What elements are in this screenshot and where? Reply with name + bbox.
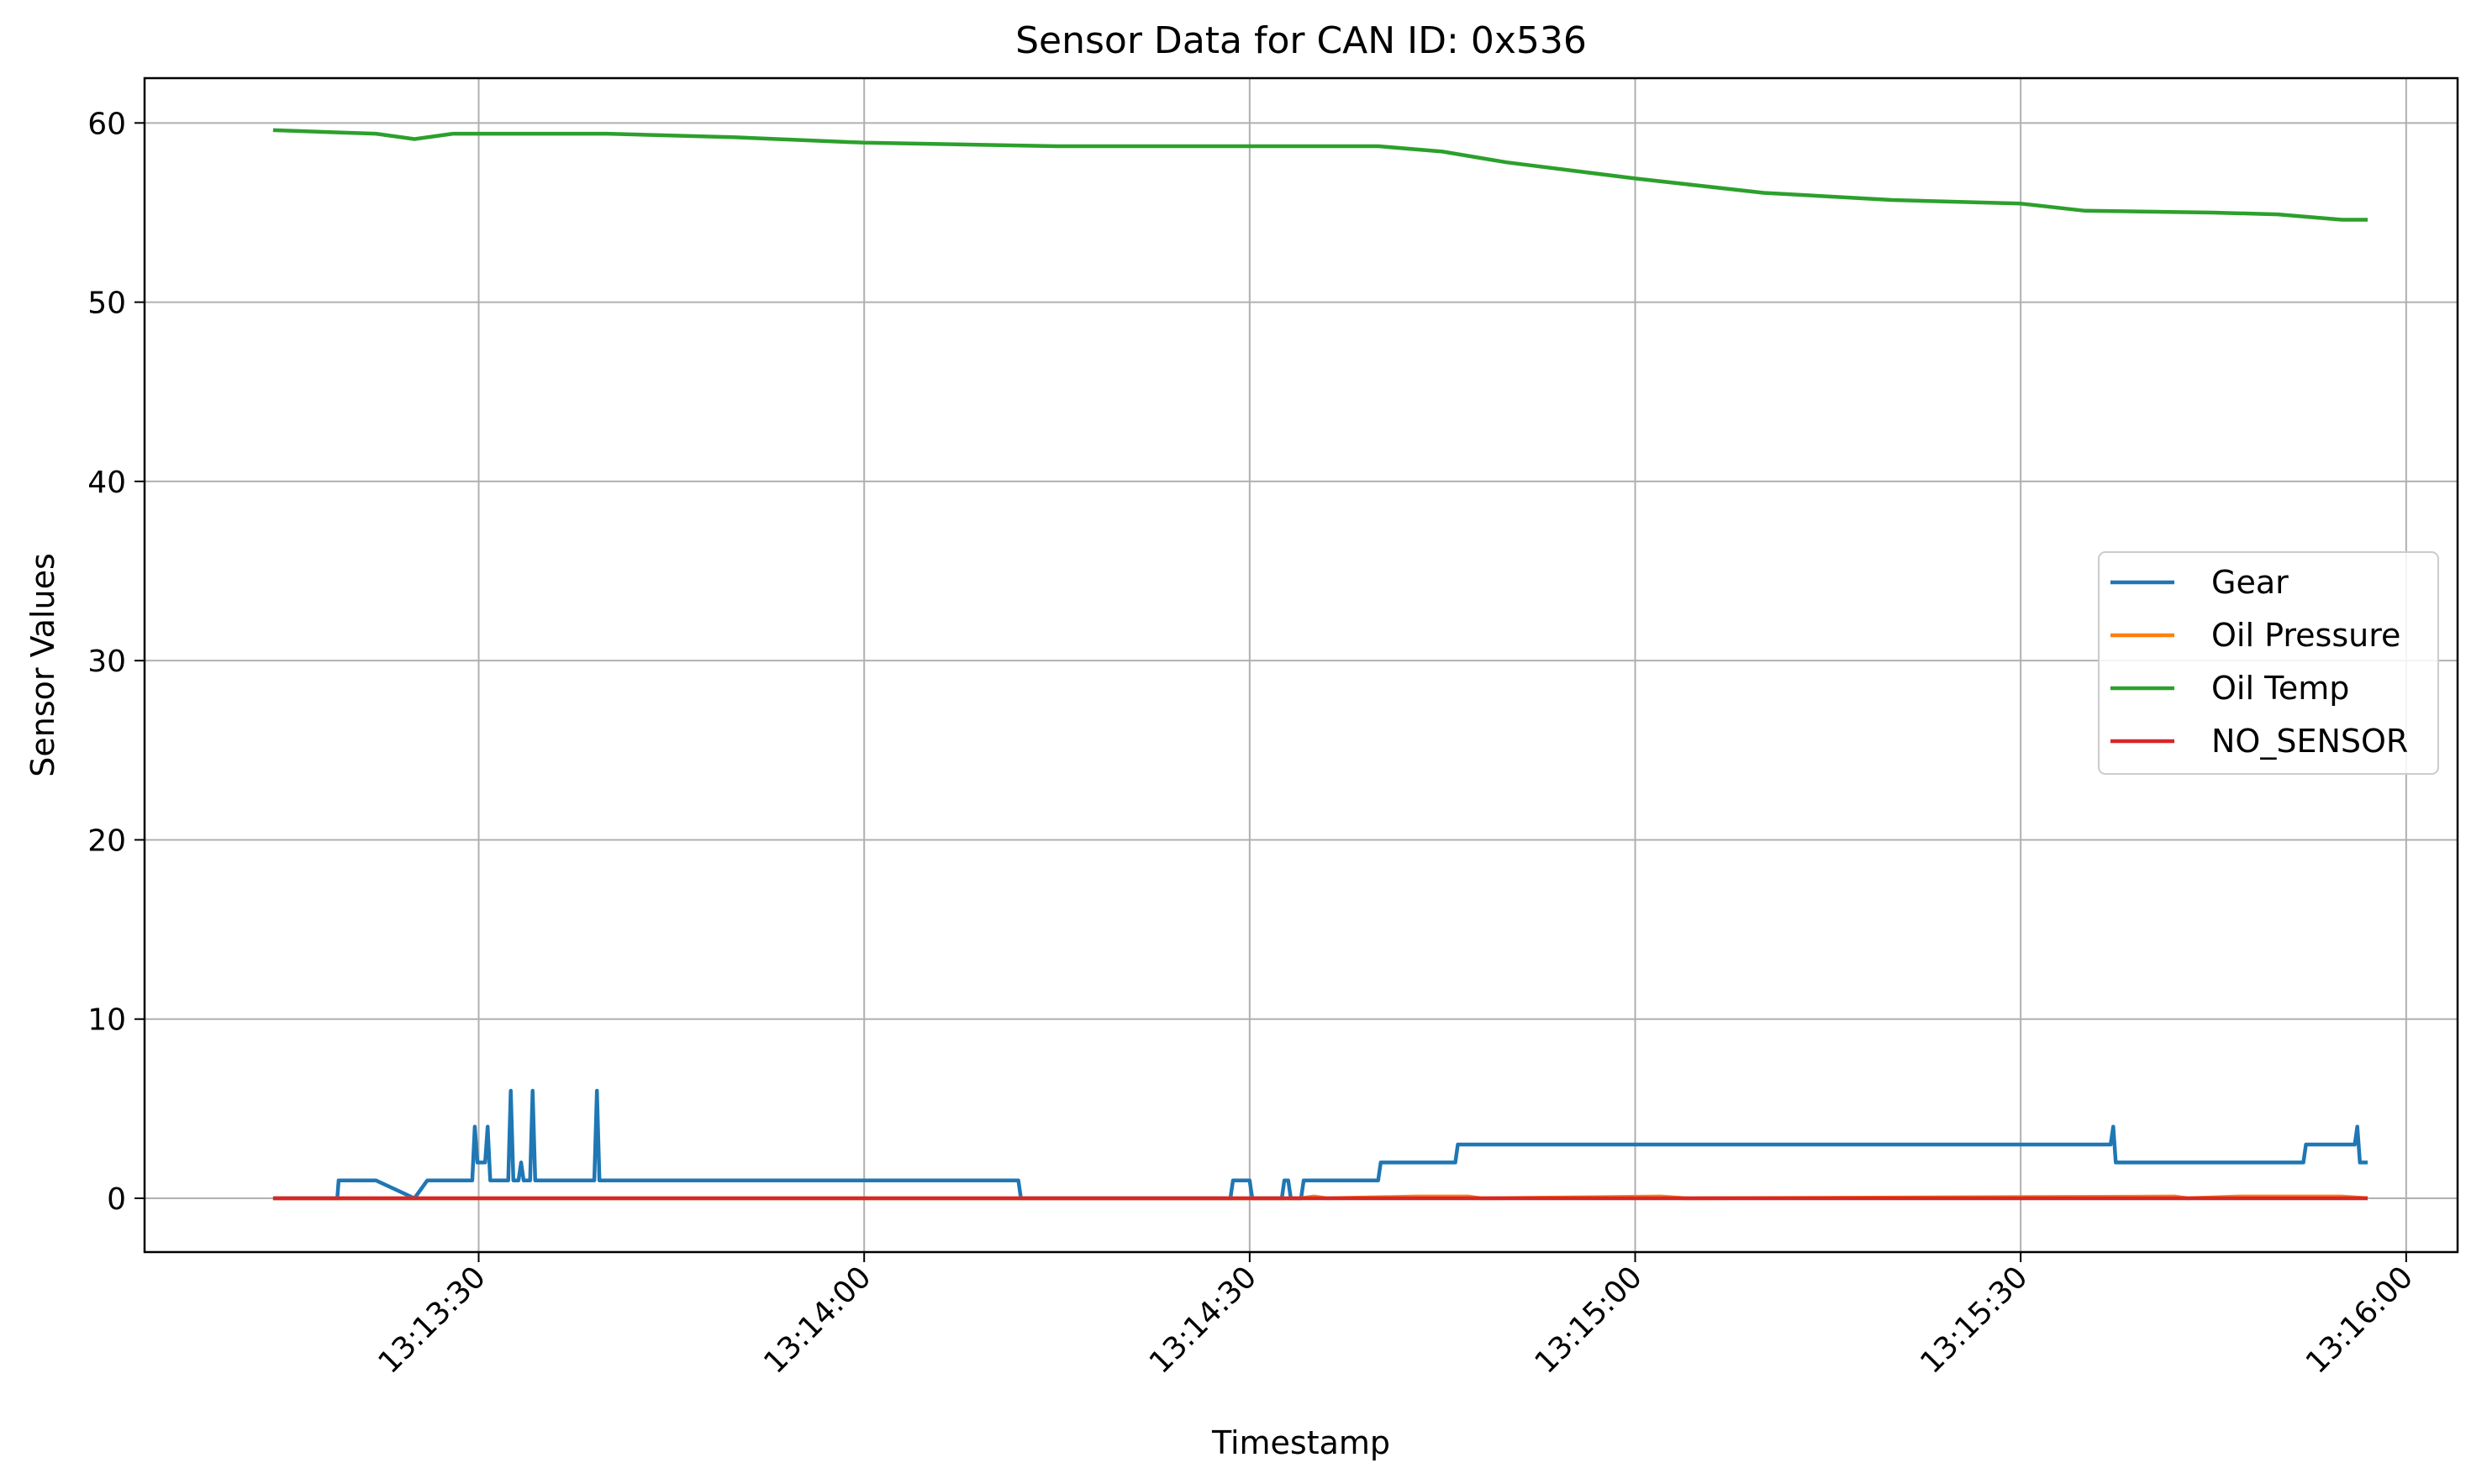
- y-tick-label: 50: [87, 287, 126, 321]
- plot-frame: [143, 76, 2459, 1254]
- y-axis-title: Sensor Values: [24, 553, 61, 776]
- y-tick-label: 10: [87, 1003, 126, 1038]
- y-tick-label: 30: [87, 645, 126, 679]
- legend-label-oil-pressure: Oil Pressure: [2211, 617, 2400, 654]
- y-tick-label: 20: [87, 824, 126, 858]
- legend-label-oil-temp: Oil Temp: [2211, 670, 2349, 707]
- x-axis-title: Timestamp: [1211, 1424, 1390, 1461]
- series-line-gear: [272, 1088, 2368, 1201]
- y-tick-label: 60: [87, 107, 126, 141]
- legend-label-gear: Gear: [2211, 564, 2289, 601]
- legend: Gear Oil Pressure Oil Temp NO_SENSOR: [2098, 551, 2439, 775]
- series-line-oil-temp: [272, 128, 2368, 222]
- y-tick-label: 40: [87, 466, 126, 500]
- legend-box: [2098, 551, 2439, 775]
- legend-label-no-sensor: NO_SENSOR: [2211, 723, 2408, 760]
- y-tick-label: 0: [107, 1182, 126, 1217]
- series-layer: [272, 128, 2368, 1201]
- chart-title: Sensor Data for CAN ID: 0x536: [1015, 19, 1587, 62]
